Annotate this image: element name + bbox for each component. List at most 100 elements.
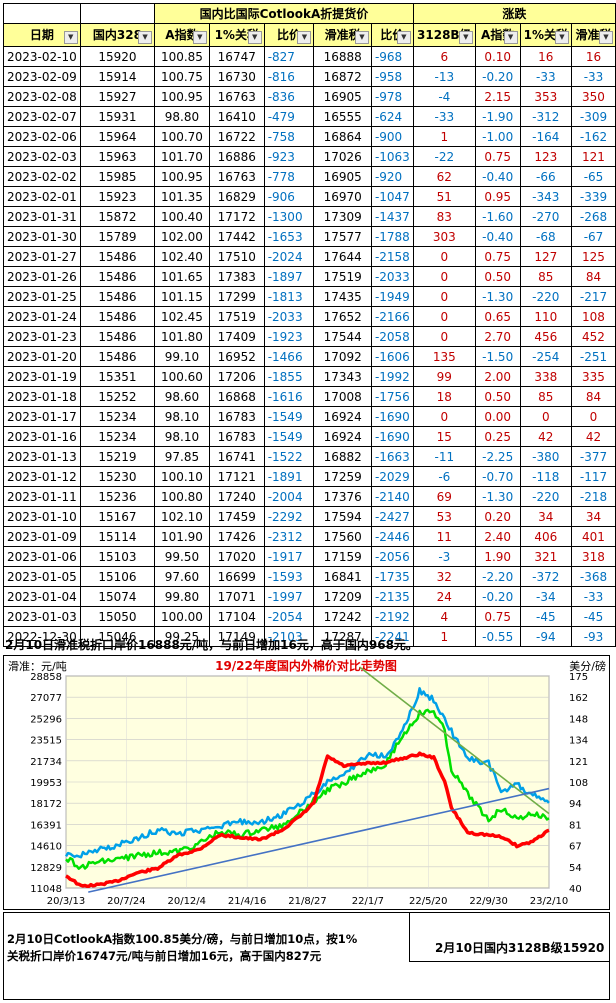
- table-cell: 100.95: [154, 86, 210, 107]
- filter-dropdown-icon[interactable]: ▼: [458, 31, 473, 44]
- column-header-7[interactable]: 3128B级 ▼: [412, 23, 476, 47]
- table-cell: 101.80: [154, 326, 210, 347]
- table-cell: 17544: [313, 326, 372, 347]
- table-cell: -1663: [370, 446, 414, 467]
- table-cell: 99: [412, 366, 476, 387]
- table-cell: 0.50: [474, 266, 521, 287]
- table-cell: -65: [570, 166, 616, 187]
- table-cell: 16905: [313, 166, 372, 187]
- column-header-8[interactable]: A指数 ▼: [474, 23, 521, 47]
- table-cell: -836: [263, 86, 315, 107]
- column-header-10[interactable]: 滑准税 ▼: [570, 23, 616, 47]
- table-cell: 16410: [208, 106, 265, 127]
- note-slide-tax: 2月10日滑准税折口岸价16888元/吨，与前日增加16元，高于国内968元。: [5, 638, 418, 652]
- table-cell: 17240: [208, 486, 265, 507]
- column-header-3[interactable]: 1%关税 ▼: [208, 23, 265, 47]
- filter-dropdown-icon[interactable]: ▼: [247, 31, 262, 44]
- table-cell: 101.65: [154, 266, 210, 287]
- column-header-4[interactable]: 比价 ▼: [263, 23, 315, 47]
- table-cell: -1923: [263, 326, 315, 347]
- table-row: 2023-02-09 15914 100.75 16730 -816 16872 -958-…: [3, 66, 616, 87]
- table-cell: 84: [570, 386, 616, 407]
- table-cell: -312: [519, 106, 572, 127]
- y-left-tick-label: 14610: [30, 842, 62, 853]
- table-cell: 84: [570, 266, 616, 287]
- table-cell: 121: [570, 146, 616, 167]
- table-cell: -13: [412, 66, 476, 87]
- table-cell: 17577: [313, 226, 372, 247]
- table-cell: -220: [519, 286, 572, 307]
- table-cell: 17104: [208, 606, 265, 627]
- table-cell: -0.20: [474, 586, 521, 607]
- table-cell: -1.60: [474, 206, 521, 227]
- table-cell: 17287: [313, 626, 372, 647]
- table-cell: 2023-02-08: [3, 86, 81, 107]
- table-cell: 15074: [79, 586, 156, 607]
- table-cell: 99.25: [154, 626, 210, 647]
- table-cell: 406: [519, 526, 572, 547]
- table-cell: 17644: [313, 246, 372, 267]
- table-cell: -2004: [263, 486, 315, 507]
- x-tick-label: 20/12/4: [167, 896, 206, 907]
- table-cell: 303: [412, 226, 476, 247]
- filter-dropdown-icon[interactable]: ▼: [599, 31, 613, 44]
- table-row: 2023-01-31 15872 100.40 17172 -1300 17309 -143…: [3, 206, 616, 227]
- table-row: 2023-01-18 15252 98.60 16868 -1616 17008 -1756…: [3, 386, 616, 407]
- table-cell: 32: [412, 566, 476, 587]
- table-cell: 0.10: [474, 46, 521, 67]
- filter-dropdown-icon[interactable]: ▼: [503, 31, 518, 44]
- table-cell: 15050: [79, 606, 156, 627]
- filter-dropdown-icon[interactable]: ▼: [192, 31, 207, 44]
- table-cell: 123: [519, 146, 572, 167]
- table-cell: 99.50: [154, 546, 210, 567]
- table-cell: -479: [263, 106, 315, 127]
- table-cell: 17121: [208, 466, 265, 487]
- table-cell: 17259: [313, 466, 372, 487]
- table-cell: 16783: [208, 426, 265, 447]
- table-cell: 17092: [313, 346, 372, 367]
- filter-dropdown-icon[interactable]: ▼: [554, 31, 569, 44]
- table-cell: 17560: [313, 526, 372, 547]
- y-left-tick-label: 19953: [30, 778, 62, 789]
- table-cell: 0: [412, 406, 476, 427]
- y-left-axis-label: 滑准：元/吨: [8, 660, 67, 673]
- table-cell: -1756: [370, 386, 414, 407]
- table-cell: 0.65: [474, 306, 521, 327]
- table-cell: 53: [412, 506, 476, 527]
- table-cell: 98.10: [154, 406, 210, 427]
- column-header-2[interactable]: A指数 ▼: [154, 23, 210, 47]
- column-header-9[interactable]: 1%关税 ▼: [519, 23, 572, 47]
- column-header-6[interactable]: 比价 ▼: [370, 23, 414, 47]
- table-cell: 100.75: [154, 66, 210, 87]
- table-cell: -2056: [370, 546, 414, 567]
- table-row: 2023-01-10 15167 102.10 17459 -2292 17594 -242…: [3, 506, 616, 527]
- table-cell: -2292: [263, 506, 315, 527]
- table-cell: 17242: [313, 606, 372, 627]
- filter-dropdown-icon[interactable]: ▼: [354, 31, 369, 44]
- table-cell: -0.55: [474, 626, 521, 647]
- table-cell: -1.00: [474, 126, 521, 147]
- column-header-0[interactable]: 日期 ▼: [3, 23, 81, 47]
- y-right-tick-label: 175: [569, 672, 588, 683]
- y-left-tick-label: 23515: [30, 736, 62, 747]
- filter-dropdown-icon[interactable]: ▼: [297, 31, 312, 44]
- table-cell: 15872: [79, 206, 156, 227]
- table-cell: 16555: [313, 106, 372, 127]
- filter-dropdown-icon[interactable]: ▼: [63, 31, 78, 44]
- table-cell: -1949: [370, 286, 414, 307]
- filter-dropdown-icon[interactable]: ▼: [138, 31, 153, 44]
- table-row: 2023-01-09 15114 101.90 17426 -2312 17560 -244…: [3, 526, 616, 547]
- trendline-1: [88, 787, 550, 893]
- column-header-1[interactable]: 国内328 ▼: [79, 23, 156, 47]
- filter-dropdown-icon[interactable]: ▼: [396, 31, 411, 44]
- table-cell: -0.70: [474, 466, 521, 487]
- table-cell: 100.80: [154, 486, 210, 507]
- table-cell: 98.10: [154, 426, 210, 447]
- table-cell: -93: [570, 626, 616, 647]
- table-cell: 100.95: [154, 166, 210, 187]
- table-cell: -68: [519, 226, 572, 247]
- table-cell: 16763: [208, 86, 265, 107]
- table-cell: -67: [570, 226, 616, 247]
- column-header-5[interactable]: 滑准税 ▼: [313, 23, 372, 47]
- table-cell: 16730: [208, 66, 265, 87]
